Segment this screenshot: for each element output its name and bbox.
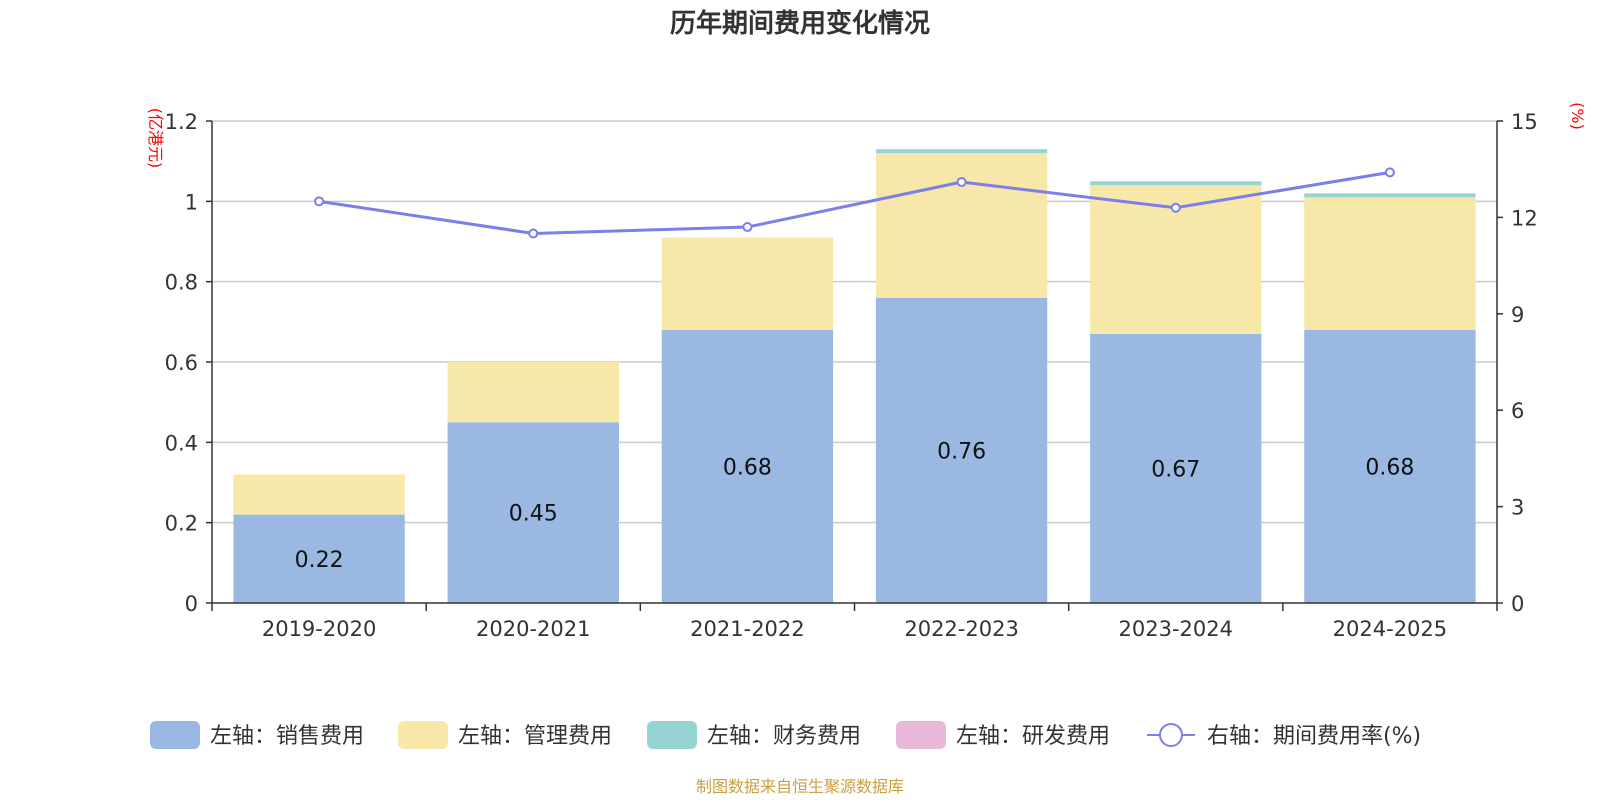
- bar-segment: [447, 362, 619, 423]
- bar-value-label: 0.22: [295, 548, 344, 573]
- bar-segment: [1304, 193, 1476, 198]
- right-tick-label: 12: [1511, 206, 1538, 230]
- bars-group: [233, 149, 1476, 603]
- rate-line: [318, 170, 1391, 235]
- rate-point: [742, 222, 753, 233]
- right-tick-label: 3: [1511, 496, 1524, 520]
- left-tick-label: 1: [185, 190, 198, 214]
- left-tick-label: 0.4: [165, 431, 198, 455]
- left-tick-label: 0: [185, 592, 198, 616]
- legend-swatch: [896, 721, 946, 749]
- left-tick-label: 1.2: [165, 110, 198, 134]
- bar-value-label: 0.76: [937, 439, 986, 464]
- left-axis-unit: (亿港元): [146, 108, 165, 169]
- bar-segment: [447, 422, 619, 603]
- rate-point: [528, 228, 539, 239]
- right-tick-label: 6: [1511, 399, 1524, 423]
- bar-value-label: 0.68: [1365, 455, 1414, 480]
- bar-segment: [1304, 329, 1476, 603]
- rate-line-group: [314, 167, 1395, 239]
- rate-point: [1384, 167, 1395, 178]
- bar-segment: [233, 514, 405, 603]
- legend-label: 左轴：研发费用: [956, 724, 1110, 749]
- bar-segment: [875, 153, 1048, 298]
- left-tick-label: 0.8: [165, 271, 198, 295]
- legend: 左轴：销售费用 左轴：管理费用 左轴：财务费用 左轴：研发费用 右轴：期间费用率(%): [150, 721, 1421, 749]
- bar-value-label: 0.68: [723, 455, 772, 480]
- axes-group: 0 0.2 0.4 0.6 0.8 1 1.2 0 3 6 9 12 15 2019-2020 2020-2…: [165, 110, 1538, 641]
- legend-swatch: [647, 721, 697, 749]
- bar-value-label: 0.67: [1151, 457, 1200, 482]
- bar-segment: [875, 149, 1048, 154]
- x-tick-label: 2019-2020: [262, 617, 376, 641]
- bar-segment: [233, 474, 405, 515]
- x-tick-label: 2022-2023: [904, 617, 1018, 641]
- legend-swatch-marker: [1159, 723, 1183, 747]
- gridlines: [212, 120, 1497, 524]
- legend-swatch: [398, 721, 448, 749]
- x-tick-label: 2020-2021: [476, 617, 590, 641]
- x-tick-label: 2024-2025: [1333, 617, 1447, 641]
- rate-point: [1170, 202, 1181, 213]
- bar-labels-group: 0.22 0.45 0.68 0.76 0.67 0.68: [295, 439, 1415, 572]
- left-tick-label: 0.6: [165, 351, 198, 375]
- legend-label: 左轴：管理费用: [458, 724, 612, 749]
- bar-segment: [661, 329, 834, 603]
- x-tick-label: 2023-2024: [1119, 617, 1233, 641]
- legend-swatch: [150, 721, 200, 749]
- right-axis-unit: (%): [1568, 102, 1587, 130]
- legend-label: 左轴：财务费用: [707, 724, 861, 749]
- legend-label: 右轴：期间费用率(%): [1207, 724, 1421, 749]
- left-tick-label: 0.2: [165, 512, 198, 536]
- legend-label: 左轴：销售费用: [210, 724, 364, 749]
- chart-title: 历年期间费用变化情况: [670, 8, 930, 39]
- bar-segment: [875, 297, 1048, 603]
- rate-point: [314, 196, 325, 207]
- bar-segment: [1304, 197, 1476, 330]
- source-note: 制图数据来自恒生聚源数据库: [696, 777, 904, 796]
- bar-segment: [1090, 181, 1262, 186]
- right-tick-label: 9: [1511, 303, 1524, 327]
- right-tick-label: 0: [1511, 592, 1524, 616]
- rate-point: [956, 177, 967, 188]
- right-tick-label: 15: [1511, 110, 1538, 134]
- bar-value-label: 0.45: [509, 502, 558, 527]
- x-tick-label: 2021-2022: [690, 617, 804, 641]
- bar-segment: [661, 237, 834, 330]
- bar-segment: [1090, 333, 1262, 603]
